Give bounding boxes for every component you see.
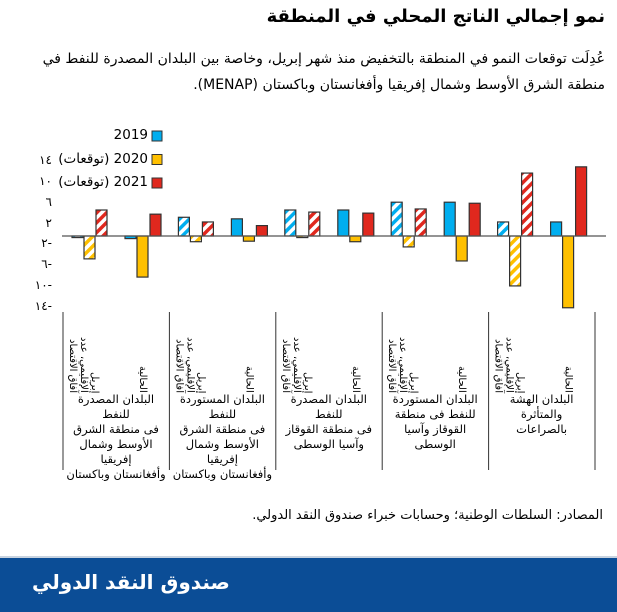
bar-current-2019-group-4 — [443, 201, 456, 237]
bar-april-2020-group-5 — [509, 235, 522, 287]
y-tick-label: ٦ — [45, 194, 52, 209]
bar-current-2019-group-5 — [549, 221, 563, 237]
subtitle: عُدِلَت توقعات النمو في المنطقة بالتخفيض… — [42, 51, 605, 93]
bar-current-2020-group-1 — [136, 235, 149, 278]
source-note: المصادر: السلطات الوطنية؛ وحسابات خبراء … — [252, 508, 603, 523]
brand-name: صندوق النقد الدولي — [32, 570, 230, 594]
y-tick-label: ١٠- — [34, 278, 52, 292]
bar-april-2021-group-5 — [520, 172, 534, 237]
sub-label-april: آفاق الاقتصاد الإقليمي، عدد إبريل — [492, 337, 526, 393]
bar-current-2021-group-4 — [468, 202, 481, 237]
y-tick-label: ١٤ — [39, 153, 52, 168]
bar-current-2021-group-3 — [362, 212, 375, 237]
page-title: نمو إجمالي الناتج المحلي في المنطقة — [266, 6, 605, 27]
bar-current-2020-group-4 — [455, 235, 468, 262]
category-label: البلدان المستوردة للنفط فى منطقة القوقاز… — [392, 392, 478, 451]
bar-april-2019-group-5 — [497, 221, 510, 237]
category-label: البلدان المصدرة للنفط فى منطقة الشرق الأ… — [66, 392, 166, 481]
category-label: البلدان الهشة والمتأثرة بالصراعات — [509, 392, 574, 436]
bar-april-2021-group-2 — [201, 221, 214, 237]
bar-april-2020-group-4 — [402, 235, 415, 248]
bar-current-2021-group-2 — [255, 225, 268, 237]
sub-label-current: الحالية — [349, 366, 361, 393]
y-tick-label: ٢ — [45, 215, 52, 230]
y-tick-label: ٢- — [41, 236, 52, 251]
y-tick-label: ١٤- — [34, 298, 52, 313]
bar-current-2020-group-2 — [242, 235, 255, 242]
legend-label-2019: 2019 — [113, 127, 148, 143]
sub-label-current: الحالية — [137, 366, 148, 393]
category-label: البلدان المصدرة للنفط فى منطقة القوقاز و… — [285, 392, 373, 451]
legend-swatch-2021 — [151, 177, 163, 189]
sub-label-current: الحالية — [243, 366, 255, 393]
gdp-growth-chart — [62, 130, 606, 470]
footer-banner: صندوق النقد الدولي — [0, 556, 617, 612]
sub-label-april: آفاق الاقتصاد الإقليمي، عدد إبريل — [173, 337, 207, 393]
bar-april-2021-group-3 — [308, 211, 321, 237]
bar-current-2021-group-5 — [574, 166, 588, 237]
bar-april-2019-group-4 — [390, 201, 403, 237]
bar-current-2019-group-2 — [230, 218, 243, 237]
sub-label-current: الحالية — [562, 366, 574, 393]
legend-swatch-2019 — [151, 130, 163, 142]
sub-label-april: آفاق الاقتصاد الإقليمي، عدد إبريل — [386, 337, 420, 393]
bar-current-2021-group-1 — [149, 213, 162, 237]
sub-label-current: الحالية — [456, 366, 468, 393]
bar-current-2020-group-3 — [349, 235, 362, 243]
legend-label-2020: 2020 (توقعات) — [58, 151, 148, 167]
y-tick-label: ١٠ — [39, 174, 52, 188]
sub-label-april: آفاق الاقتصاد الإقليمي، عدد إبريل — [279, 337, 313, 393]
legend-label-2021: 2021 (توقعات) — [58, 174, 148, 190]
bar-current-2019-group-3 — [337, 209, 350, 237]
category-label: البلدان المستوردة للنفط فى منطقة الشرق ا… — [172, 392, 273, 481]
bar-april-2019-group-3 — [284, 209, 297, 237]
bar-april-2021-group-4 — [414, 208, 427, 237]
bar-current-2020-group-5 — [561, 235, 575, 309]
legend-swatch-2020 — [151, 154, 163, 165]
y-tick-label: ٦- — [41, 257, 52, 272]
bar-april-2020-group-2 — [189, 235, 202, 243]
bar-april-2021-group-1 — [95, 209, 108, 237]
bar-april-2020-group-1 — [83, 235, 96, 260]
sub-label-april: آفاق الاقتصاد الإقليمي، عدد إبريل — [67, 337, 100, 393]
bar-april-2019-group-2 — [177, 216, 190, 237]
